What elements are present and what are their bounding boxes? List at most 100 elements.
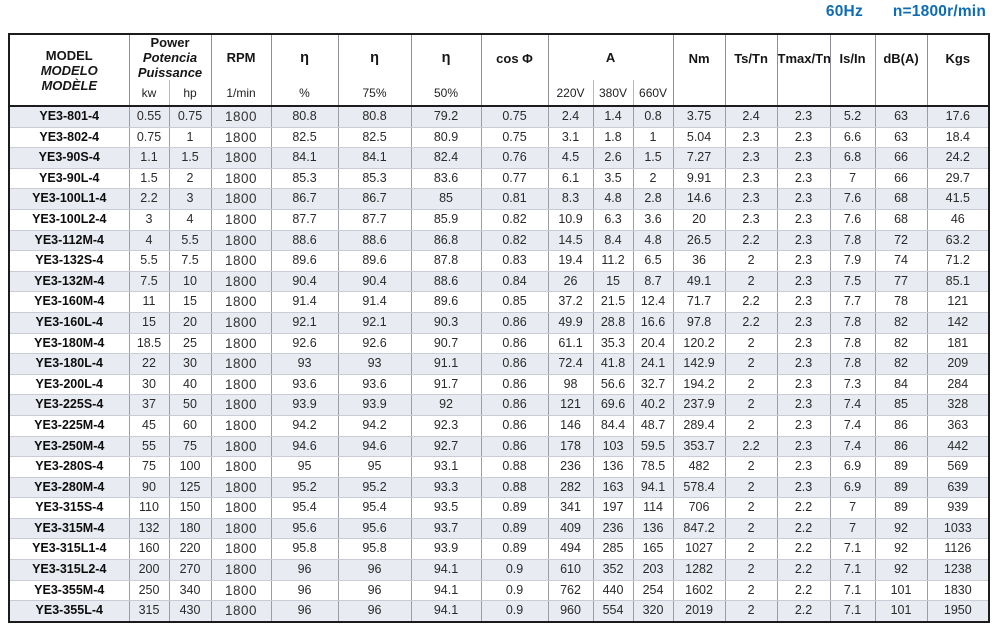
value-cell: 2.8 [632, 188, 674, 210]
value-cell: 0.9 [480, 579, 549, 602]
value-cell: 2 [724, 517, 778, 540]
value-cell: 2.3 [776, 208, 831, 231]
model-label-es: MODELO [40, 62, 98, 78]
value-cell: 85.3 [337, 167, 412, 190]
value-cell: 92 [874, 559, 928, 581]
value-cell: 2.2 [724, 229, 778, 252]
col-header-nm: Nm [672, 34, 726, 106]
value-cell: 95.2 [270, 476, 339, 499]
value-cell: 49.9 [547, 311, 594, 334]
power-label-es: Potencia [142, 50, 198, 65]
value-cell: 88.6 [410, 270, 482, 293]
value-cell: 5.2 [829, 104, 876, 128]
value-cell: 11.2 [592, 250, 634, 272]
value-cell: 86.7 [337, 188, 412, 210]
value-cell: 0.75 [480, 126, 549, 149]
value-cell: 0.9 [480, 559, 549, 581]
value-cell: 24.1 [632, 353, 674, 375]
value-cell: 569 [926, 456, 990, 478]
value-cell: 1.5 [632, 147, 674, 169]
value-cell: 7.5 [829, 270, 876, 293]
value-cell: 66 [874, 147, 928, 169]
value-cell: 2.3 [776, 414, 831, 437]
value-cell: 93.9 [410, 538, 482, 561]
value-cell: 86.8 [410, 229, 482, 252]
value-cell: 90.4 [337, 270, 412, 293]
value-cell: 2.3 [724, 167, 778, 190]
value-cell: 80.8 [337, 104, 412, 128]
value-cell: 41.8 [592, 353, 634, 375]
value-cell: 0.88 [480, 456, 549, 478]
value-cell: 1800 [210, 353, 272, 375]
col-header-eta-100-unit: % [270, 80, 339, 106]
value-cell: 2.3 [776, 311, 831, 334]
value-cell: 4 [168, 208, 212, 231]
value-cell: 92.1 [270, 311, 339, 334]
value-cell: 96 [337, 559, 412, 581]
model-cell: YE3-315M-4 [8, 517, 130, 540]
value-cell: 98 [547, 373, 594, 396]
value-cell: 180 [168, 517, 212, 540]
value-cell: 84.1 [337, 147, 412, 169]
value-cell: 0.85 [480, 291, 549, 313]
value-cell: 93.6 [270, 373, 339, 396]
value-cell: 1800 [210, 291, 272, 313]
value-cell: 10.9 [547, 208, 594, 231]
value-cell: 3.75 [672, 104, 726, 128]
value-cell: 0.75 [128, 126, 170, 149]
value-cell: 18.4 [926, 126, 990, 149]
table-row: YE3-315L2-4 200 270 1800 96 96 94.1 0.9 610 352 20… [8, 559, 990, 581]
model-cell: YE3-160L-4 [8, 311, 130, 334]
col-header-660v: 660V [632, 80, 674, 106]
value-cell: 482 [672, 456, 726, 478]
value-cell: 0.83 [480, 250, 549, 272]
value-cell: 197 [592, 497, 634, 519]
value-cell: 101 [874, 579, 928, 602]
value-cell: 103 [592, 435, 634, 458]
value-cell: 8.4 [592, 229, 634, 252]
table-body: YE3-801-4 0.55 0.75 1800 80.8 80.8 79.2 0.75 2.4… [8, 104, 990, 623]
value-cell: 706 [672, 497, 726, 519]
value-cell: 146 [547, 414, 594, 437]
value-cell: 92 [410, 394, 482, 416]
col-header-hp: hp [168, 80, 212, 106]
value-cell: 939 [926, 497, 990, 519]
value-cell: 95.6 [270, 517, 339, 540]
value-cell: 82 [874, 353, 928, 375]
value-cell: 95.4 [270, 497, 339, 519]
value-cell: 95 [337, 456, 412, 478]
value-cell: 78 [874, 291, 928, 313]
value-cell: 340 [168, 579, 212, 602]
col-header-is-in: Is/In [829, 34, 876, 106]
value-cell: 80.8 [270, 104, 339, 128]
value-cell: 50 [168, 394, 212, 416]
value-cell: 2 [724, 497, 778, 519]
col-header-current: A [547, 34, 674, 80]
value-cell: 1800 [210, 435, 272, 458]
value-cell: 363 [926, 414, 990, 437]
value-cell: 93.1 [410, 456, 482, 478]
value-cell: 46 [926, 208, 990, 231]
value-cell: 2 [724, 600, 778, 623]
value-cell: 3 [128, 208, 170, 231]
value-cell: 2 [724, 353, 778, 375]
value-cell: 72 [874, 229, 928, 252]
value-cell: 92.6 [270, 332, 339, 355]
value-cell: 2.3 [776, 250, 831, 272]
value-cell: 93.5 [410, 497, 482, 519]
value-cell: 20.4 [632, 332, 674, 355]
value-cell: 0.9 [480, 600, 549, 623]
model-cell: YE3-180L-4 [8, 353, 130, 375]
value-cell: 320 [632, 600, 674, 623]
model-cell: YE3-100L2-4 [8, 208, 130, 231]
value-cell: 40.2 [632, 394, 674, 416]
value-cell: 1033 [926, 517, 990, 540]
value-cell: 2.2 [776, 517, 831, 540]
value-cell: 7.4 [829, 414, 876, 437]
value-cell: 2.3 [776, 435, 831, 458]
value-cell: 94.1 [410, 600, 482, 623]
value-cell: 60 [168, 414, 212, 437]
value-cell: 0.84 [480, 270, 549, 293]
value-cell: 69.6 [592, 394, 634, 416]
value-cell: 94.1 [410, 579, 482, 602]
